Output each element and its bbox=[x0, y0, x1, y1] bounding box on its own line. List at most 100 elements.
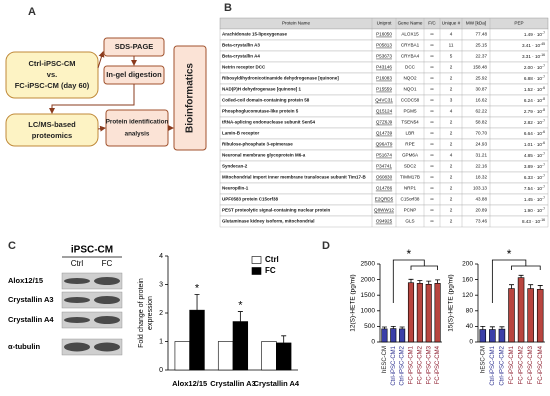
table-cell: 77.48 bbox=[476, 32, 488, 37]
y-tick-label: 0 bbox=[371, 339, 375, 346]
table-cell: ∞ bbox=[430, 164, 433, 169]
table-cell: tRNA-splicing endonuclease subunit Sen54 bbox=[222, 120, 316, 125]
table-cell: 18.32 bbox=[476, 175, 488, 180]
error-bar bbox=[480, 326, 486, 330]
lane-label: Ctrl bbox=[71, 259, 84, 268]
table-cell: ∞ bbox=[430, 120, 433, 125]
x-tick-label: Ctrl-iPSC-CM2 bbox=[400, 345, 406, 385]
blot-band bbox=[94, 296, 120, 304]
table-cell: PEST proteolytic signal-containing nucle… bbox=[222, 208, 331, 213]
table-cell: 31.21 bbox=[476, 153, 488, 158]
table-cell: 4 bbox=[450, 153, 453, 158]
table-cell: ∞ bbox=[430, 131, 433, 136]
error-bar bbox=[528, 284, 534, 289]
table-cell: C15orf38 bbox=[401, 197, 420, 202]
pep-base: 7.54 · 10 bbox=[524, 186, 543, 191]
table-cell: 2 bbox=[450, 197, 453, 202]
error-bar bbox=[390, 326, 396, 329]
bar bbox=[217, 341, 234, 371]
table-cell: TSEN54 bbox=[401, 120, 419, 125]
error-bar bbox=[499, 326, 505, 330]
table-cell: ∞ bbox=[430, 175, 433, 180]
pep-base: 1.52 · 10 bbox=[524, 87, 543, 92]
table-cell: ∞ bbox=[430, 219, 433, 224]
pep-base: 4.85 · 10 bbox=[524, 153, 543, 158]
error-bar bbox=[426, 280, 432, 285]
table-cell: 73.46 bbox=[476, 219, 488, 224]
bar bbox=[536, 289, 544, 343]
table-cell: UPF0583 protein C15orf38 bbox=[222, 197, 279, 202]
pep-exponent: -16 bbox=[540, 218, 545, 222]
error-bar bbox=[518, 274, 524, 278]
node-label: Ctrl-iPSC-CM bbox=[28, 59, 75, 68]
table-cell: GLS bbox=[405, 219, 414, 224]
table-cell: Ribosyldihydronicotinamide dehydrogenase… bbox=[222, 76, 339, 81]
node-label: FC-iPSC-CM (day 60) bbox=[15, 81, 90, 90]
significance-mark: * bbox=[238, 299, 243, 311]
table-cell: 25.92 bbox=[476, 76, 488, 81]
pep-base: 2.00 · 10 bbox=[524, 65, 543, 70]
table-cell: 2 bbox=[450, 65, 453, 70]
bar bbox=[489, 329, 496, 343]
table-cell: 2 bbox=[450, 142, 453, 147]
column-header: Uniprot bbox=[377, 21, 393, 26]
table-cell: TIMM17B bbox=[400, 175, 420, 180]
table-cell: PCNP bbox=[404, 208, 417, 213]
table-cell: 22.37 bbox=[476, 54, 488, 59]
error-bar bbox=[399, 326, 405, 329]
pep-exponent: -16 bbox=[540, 53, 545, 57]
table-cell: ∞ bbox=[430, 43, 433, 48]
table-cell: O94925 bbox=[376, 219, 393, 224]
table-cell: Lamin-B receptor bbox=[222, 131, 260, 136]
y-tick-label: 1000 bbox=[361, 308, 376, 315]
table-cell: Phosphoglucomutase-like protein 5 bbox=[222, 109, 299, 114]
y-tick-label: 2500 bbox=[361, 261, 376, 268]
legend-label: FC bbox=[265, 266, 276, 275]
table-cell: 2.00 · 10-7 bbox=[524, 64, 545, 70]
table-cell: 2.79 · 10-8 bbox=[524, 108, 545, 114]
y-axis-label: 15(S)-HETE (pg/ml) bbox=[448, 274, 455, 331]
y-tick-label: 200 bbox=[462, 261, 473, 268]
table-cell: 43.88 bbox=[476, 197, 488, 202]
error-bar bbox=[509, 284, 514, 289]
table-cell: NAD(P)H dehydrogenase [quinone] 1 bbox=[222, 87, 302, 92]
table-cell: 2 bbox=[450, 219, 453, 224]
table-cell: Q8WW12 bbox=[374, 208, 394, 213]
pep-exponent: -6 bbox=[542, 86, 545, 90]
pep-base: 8.43 · 10 bbox=[522, 219, 541, 224]
error-bar bbox=[408, 278, 414, 283]
pep-exponent: -7 bbox=[542, 185, 545, 189]
blot-band bbox=[94, 316, 120, 324]
bar bbox=[189, 309, 205, 371]
y-axis-label: expression bbox=[147, 296, 154, 330]
bar bbox=[479, 329, 487, 343]
pep-exponent: -7 bbox=[542, 174, 545, 178]
error-bar bbox=[194, 294, 200, 311]
blot-band bbox=[64, 342, 90, 352]
table-cell: P16083 bbox=[376, 76, 392, 81]
bar bbox=[232, 321, 249, 371]
pep-exponent: -7 bbox=[542, 75, 545, 79]
error-bar bbox=[281, 335, 287, 343]
x-tick-label: FC-iPSC-CM2 bbox=[519, 345, 525, 384]
table-cell: 20.89 bbox=[476, 208, 488, 213]
y-tick-label: 40 bbox=[466, 323, 474, 330]
bar bbox=[425, 283, 432, 343]
table-cell: Arachidonate 15-lipoxygenase bbox=[222, 32, 288, 37]
error-bar bbox=[417, 280, 423, 284]
table-cell: 2 bbox=[450, 131, 453, 136]
y-tick-label: 500 bbox=[364, 323, 375, 330]
pep-exponent: -7 bbox=[542, 163, 545, 167]
pep-base: 3.31 · 10 bbox=[522, 54, 541, 59]
bar bbox=[390, 328, 397, 343]
table-cell: Mitochondrial import inner membrane tran… bbox=[222, 175, 366, 180]
table-cell: Beta-crystallin A3 bbox=[222, 43, 260, 48]
table-cell: E2QRD5 bbox=[375, 197, 394, 202]
table-cell: P05813 bbox=[376, 43, 392, 48]
table-cell: 7.54 · 10-7 bbox=[524, 185, 545, 191]
panel-label: D bbox=[322, 240, 330, 252]
pep-exponent: -45 bbox=[540, 42, 545, 46]
table-cell: 5 bbox=[450, 54, 453, 59]
x-tick-label: Ctrl-iPSC-CM1 bbox=[490, 345, 496, 385]
table-cell: RPE bbox=[405, 142, 414, 147]
